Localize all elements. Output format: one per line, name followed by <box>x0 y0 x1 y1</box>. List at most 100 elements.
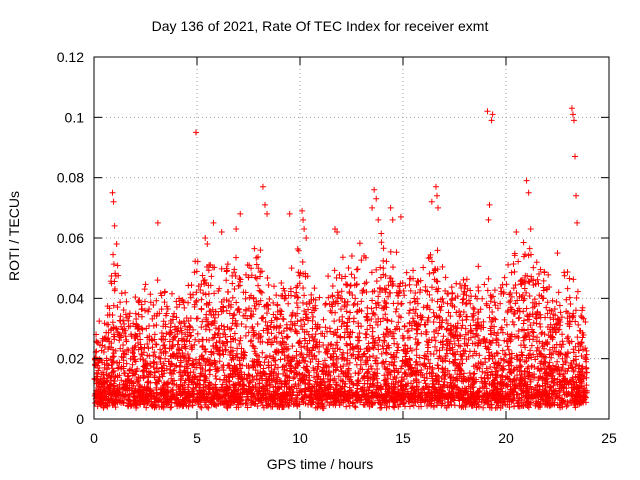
data-point <box>167 317 174 324</box>
data-point <box>410 267 417 274</box>
data-point <box>125 317 132 324</box>
data-point <box>365 340 372 347</box>
data-point <box>237 334 244 341</box>
data-point <box>480 318 487 325</box>
data-point <box>494 330 501 337</box>
data-point <box>247 379 254 386</box>
data-point <box>337 363 344 370</box>
data-point <box>524 326 531 333</box>
data-point <box>460 347 467 354</box>
data-point <box>351 274 358 281</box>
data-point <box>364 304 371 311</box>
data-point <box>546 359 553 366</box>
data-point <box>426 306 433 313</box>
data-point <box>329 282 336 289</box>
data-point <box>474 365 481 372</box>
data-point <box>447 330 454 337</box>
data-point <box>236 306 243 313</box>
data-point <box>535 271 542 278</box>
data-point <box>96 318 103 325</box>
data-point <box>370 353 377 360</box>
data-point <box>492 302 499 309</box>
data-point <box>358 323 365 330</box>
data-point <box>170 313 177 320</box>
data-point <box>358 257 365 264</box>
data-point <box>236 275 243 282</box>
data-point <box>417 289 424 296</box>
data-point <box>273 334 280 341</box>
data-point <box>575 321 582 328</box>
data-point <box>284 334 291 341</box>
data-point <box>515 328 522 335</box>
data-point <box>329 292 336 299</box>
data-point <box>545 271 552 278</box>
data-point <box>245 274 252 281</box>
data-point <box>316 348 322 355</box>
data-point <box>162 321 169 328</box>
data-point <box>429 366 436 373</box>
data-point <box>523 305 530 312</box>
data-point <box>473 331 480 338</box>
data-point <box>536 300 543 307</box>
data-point <box>299 258 306 265</box>
data-point <box>133 315 140 322</box>
data-point <box>194 330 201 337</box>
data-point <box>561 269 568 276</box>
data-point <box>538 366 545 373</box>
data-point <box>544 299 551 306</box>
data-point <box>202 368 209 375</box>
data-point <box>160 404 167 411</box>
data-point <box>354 301 361 308</box>
data-point <box>146 305 153 312</box>
data-point <box>289 343 296 350</box>
data-point <box>141 344 148 351</box>
data-point <box>529 299 536 306</box>
data-point <box>497 284 504 291</box>
data-point <box>198 306 205 313</box>
data-point <box>331 267 338 274</box>
data-point <box>515 258 522 265</box>
data-point <box>414 361 421 368</box>
data-point <box>405 327 412 334</box>
data-point <box>417 361 424 368</box>
data-points <box>91 105 590 412</box>
data-point <box>293 299 300 306</box>
data-point <box>572 307 579 314</box>
data-point <box>471 333 478 340</box>
data-point <box>579 329 586 336</box>
data-point <box>334 326 341 333</box>
data-point <box>431 328 438 335</box>
data-point <box>224 261 231 268</box>
data-point <box>377 264 384 271</box>
data-point <box>122 370 129 377</box>
data-point <box>124 346 131 353</box>
data-point <box>277 356 284 363</box>
data-point <box>416 354 423 361</box>
data-point <box>332 342 339 349</box>
data-point <box>470 371 477 378</box>
data-point <box>463 292 470 299</box>
data-point <box>355 320 362 327</box>
data-point <box>199 352 206 359</box>
data-point <box>407 299 414 306</box>
data-point <box>461 335 468 342</box>
data-point <box>356 240 363 247</box>
data-point <box>437 323 444 330</box>
data-point <box>208 273 215 280</box>
data-point <box>163 380 170 387</box>
data-point <box>172 363 179 370</box>
data-point <box>399 279 406 286</box>
data-point <box>385 342 392 349</box>
data-point <box>184 365 191 372</box>
data-point <box>223 277 230 284</box>
data-point <box>213 339 220 346</box>
data-point <box>326 325 333 332</box>
data-point <box>333 298 340 305</box>
data-point <box>112 404 119 411</box>
data-point <box>135 298 142 305</box>
data-point <box>572 404 579 411</box>
data-point <box>257 269 264 276</box>
data-point <box>231 330 238 337</box>
data-point <box>345 365 352 372</box>
data-point <box>200 277 207 284</box>
